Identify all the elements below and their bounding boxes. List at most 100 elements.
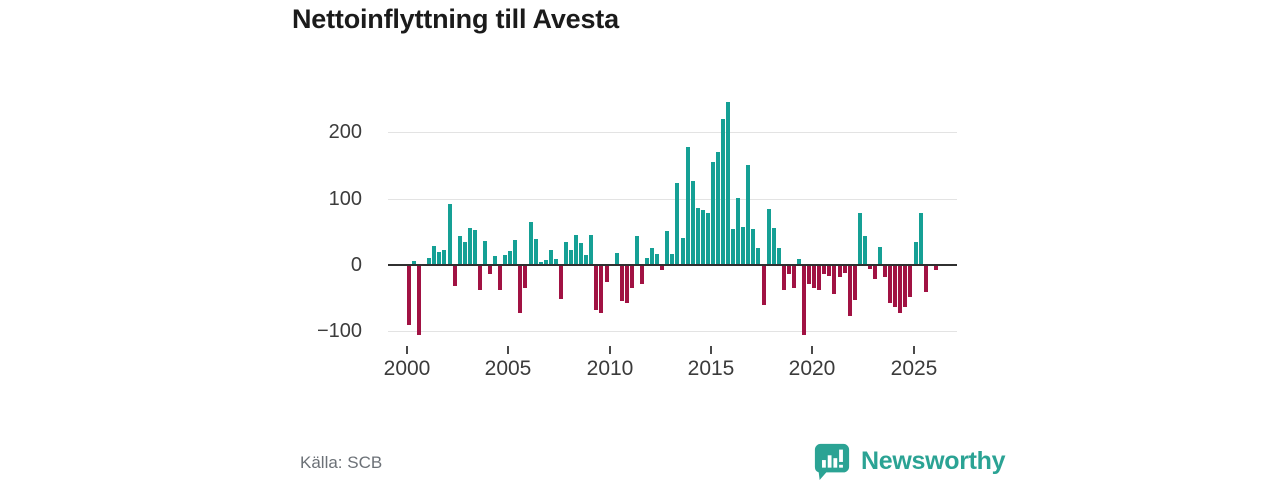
net-migration-bar <box>448 204 452 265</box>
net-migration-bar <box>432 246 436 265</box>
net-migration-bar <box>919 213 923 265</box>
net-migration-bar <box>888 265 892 303</box>
newsworthy-logo: Newsworthy <box>813 442 1006 480</box>
net-migration-bar <box>883 265 887 277</box>
zero-axis-line <box>388 264 957 266</box>
net-migration-bar <box>427 258 431 265</box>
net-migration-bar <box>534 239 538 265</box>
net-migration-bar <box>873 265 877 279</box>
gridline <box>388 331 957 332</box>
net-migration-bar <box>681 238 685 265</box>
x-tick-label: 2010 <box>586 357 634 380</box>
net-migration-bar <box>483 241 487 265</box>
net-migration-bar <box>513 240 517 265</box>
net-migration-chart: 200 100 0 −100 2000 2005 2010 2015 2020 2025 <box>316 102 957 380</box>
x-tick-label: 2005 <box>484 357 532 380</box>
x-tick <box>507 346 509 354</box>
net-migration-bar <box>473 230 477 265</box>
net-migration-bar <box>498 265 502 290</box>
net-migration-bar <box>635 236 639 265</box>
net-migration-bar <box>726 102 730 265</box>
net-migration-bar <box>863 236 867 265</box>
net-migration-bar <box>772 228 776 265</box>
net-migration-bar <box>579 243 583 265</box>
net-migration-bar <box>838 265 842 277</box>
x-tick-label: 2025 <box>890 357 938 380</box>
net-migration-bar <box>675 183 679 265</box>
net-migration-bar <box>686 147 690 265</box>
net-migration-bar <box>868 265 872 269</box>
net-migration-bar <box>584 255 588 265</box>
net-migration-bar <box>655 254 659 265</box>
y-tick-label: 100 <box>328 188 362 210</box>
net-migration-bar <box>549 250 553 265</box>
net-migration-bar <box>589 235 593 265</box>
newsworthy-icon <box>814 443 850 480</box>
net-migration-bar <box>493 256 497 265</box>
net-migration-bar <box>650 248 654 265</box>
net-migration-bar <box>767 209 771 265</box>
net-migration-bar <box>762 265 766 305</box>
net-migration-bar <box>412 261 416 265</box>
net-migration-bar <box>802 265 806 335</box>
net-migration-bar <box>853 265 857 300</box>
net-migration-bar <box>554 259 558 265</box>
net-migration-bar <box>594 265 598 310</box>
x-tick-label: 2000 <box>383 357 431 380</box>
x-tick <box>609 346 611 354</box>
net-migration-bar <box>523 265 527 288</box>
x-tick <box>913 346 915 354</box>
net-migration-bar <box>817 265 821 290</box>
x-tick-label: 2015 <box>687 357 735 380</box>
source-text: Källa: SCB <box>300 453 383 472</box>
y-tick-label: −100 <box>316 320 362 342</box>
y-tick-label: 200 <box>328 121 362 143</box>
net-migration-bar <box>640 265 644 284</box>
net-migration-bar <box>736 198 740 265</box>
net-migration-bar <box>797 259 801 265</box>
net-migration-bar <box>437 252 441 265</box>
net-migration-bar <box>458 236 462 265</box>
net-migration-bar <box>407 265 411 325</box>
net-migration-bar <box>518 265 522 313</box>
net-migration-bar <box>625 265 629 303</box>
net-migration-bar <box>539 262 543 265</box>
net-migration-bar <box>858 213 862 265</box>
net-migration-bar <box>893 265 897 307</box>
gridline <box>388 199 957 200</box>
net-migration-bar <box>488 265 492 274</box>
net-migration-bar <box>843 265 847 273</box>
net-migration-bar <box>691 181 695 265</box>
y-tick-label: 0 <box>350 254 362 276</box>
net-migration-bar <box>503 255 507 265</box>
net-migration-bar <box>569 250 573 265</box>
net-migration-bar <box>615 253 619 265</box>
net-migration-bar <box>696 208 700 265</box>
net-migration-bar <box>670 254 674 265</box>
net-migration-bar <box>417 265 421 335</box>
net-migration-bar <box>559 265 563 299</box>
net-migration-bar <box>508 251 512 265</box>
net-migration-bar <box>741 227 745 265</box>
net-migration-bar <box>620 265 624 301</box>
net-migration-bar <box>848 265 852 316</box>
net-migration-bar <box>898 265 902 313</box>
net-migration-bar <box>605 265 609 282</box>
net-migration-bar <box>706 213 710 265</box>
net-migration-bar <box>463 242 467 265</box>
net-migration-bar <box>914 242 918 265</box>
net-migration-bar <box>574 235 578 265</box>
net-migration-bar <box>721 119 725 265</box>
net-migration-bar <box>599 265 603 313</box>
net-migration-bar <box>746 165 750 265</box>
net-migration-bar <box>787 265 791 274</box>
net-migration-bar <box>711 162 715 265</box>
x-tick-label: 2020 <box>788 357 836 380</box>
net-migration-bar <box>908 265 912 297</box>
x-tick <box>811 346 813 354</box>
net-migration-bar <box>827 265 831 276</box>
net-migration-bar <box>822 265 826 274</box>
net-migration-bar <box>934 265 938 270</box>
net-migration-bar <box>442 250 446 265</box>
net-migration-bar <box>751 229 755 265</box>
